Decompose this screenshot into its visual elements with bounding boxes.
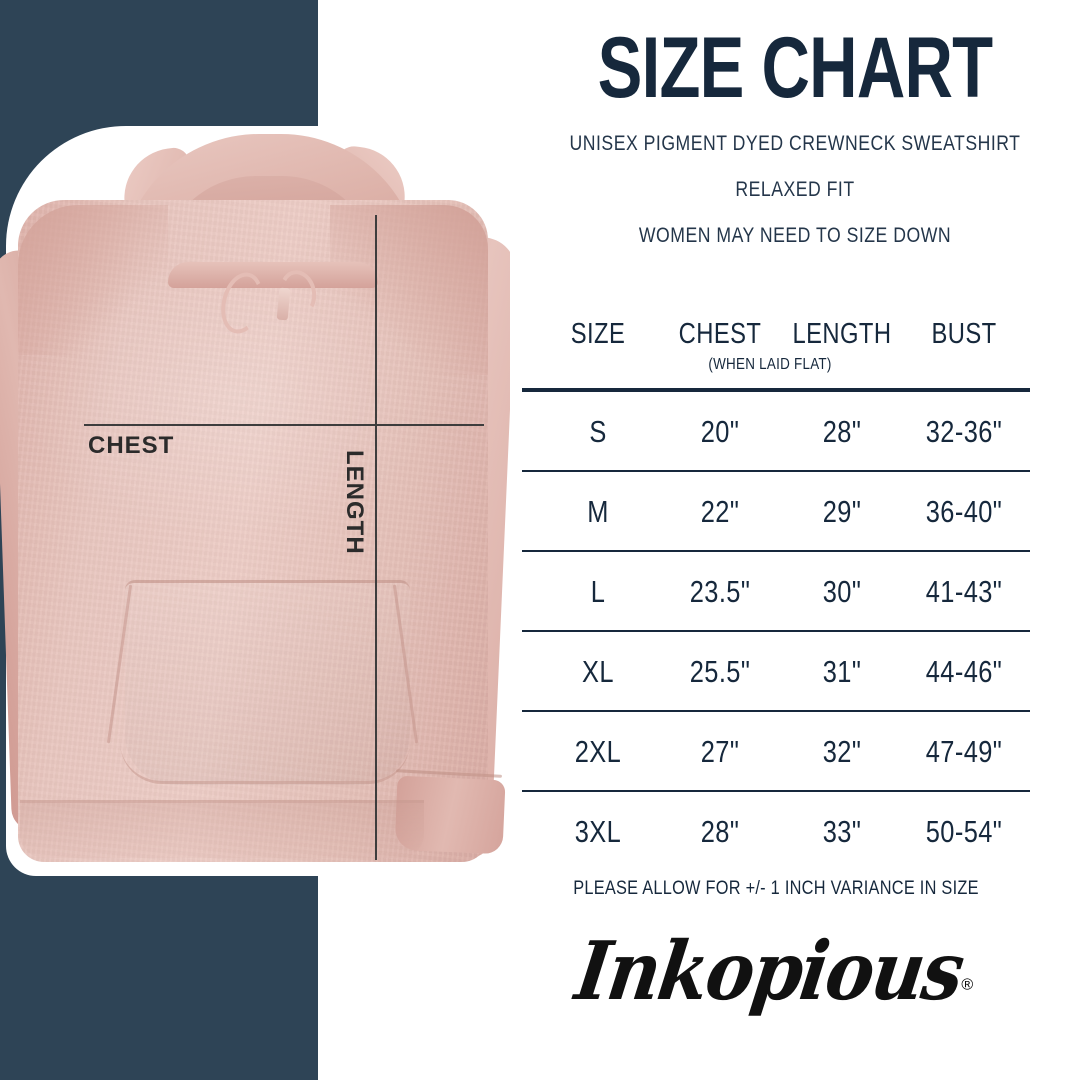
cell-bust: 36-40" xyxy=(925,494,1003,529)
table-row: S 20" 28" 32-36" xyxy=(522,392,1030,472)
length-measure-label: LENGTH xyxy=(341,450,368,555)
subtitle-sizing-advice: WOMEN MAY NEED TO SIZE DOWN xyxy=(638,223,952,247)
cell-size: 3XL xyxy=(574,814,622,849)
table-header-row: SIZE CHEST LENGTH BUST (WHEN LAID FLAT) xyxy=(522,318,1030,388)
table-row: L 23.5" 30" 41-43" xyxy=(522,552,1030,632)
column-header-bust: BUST xyxy=(931,318,997,350)
column-header-length: LENGTH xyxy=(792,318,892,350)
chest-measure-line xyxy=(84,424,484,426)
column-header-chest: CHEST xyxy=(678,318,762,350)
cell-size: S xyxy=(589,414,607,449)
shoulder-right-shading xyxy=(330,205,488,375)
size-table: SIZE CHEST LENGTH BUST (WHEN LAID FLAT) … xyxy=(522,318,1030,872)
cell-chest: 28" xyxy=(700,814,740,849)
cell-length: 29" xyxy=(822,494,862,529)
cell-bust: 41-43" xyxy=(925,574,1003,609)
subtitle-product: UNISEX PIGMENT DYED CREWNECK SWEATSHIRT xyxy=(569,131,1021,155)
garment-hem xyxy=(20,800,424,858)
cell-chest: 27" xyxy=(700,734,740,769)
cell-bust: 44-46" xyxy=(925,654,1003,689)
page-title: SIZE CHART xyxy=(597,20,993,116)
size-chart-panel: SIZE CHART UNISEX PIGMENT DYED CREWNECK … xyxy=(510,0,1080,1080)
cell-length: 32" xyxy=(822,734,862,769)
cell-bust: 32-36" xyxy=(925,414,1003,449)
cell-chest: 25.5" xyxy=(689,654,751,689)
table-row: 3XL 28" 33" 50-54" xyxy=(522,792,1030,872)
garment-photo: CHEST LENGTH xyxy=(0,0,510,1080)
cell-length: 28" xyxy=(822,414,862,449)
cell-size: L xyxy=(590,574,606,609)
chest-measure-label: CHEST xyxy=(88,432,175,459)
cell-bust: 50-54" xyxy=(925,814,1003,849)
cell-length: 30" xyxy=(822,574,862,609)
brand-logo: Inkopious® xyxy=(550,923,1000,1038)
subtitle-fit: RELAXED FIT xyxy=(735,177,855,201)
cell-chest: 22" xyxy=(700,494,740,529)
variance-note: PLEASE ALLOW FOR +/- 1 INCH VARIANCE IN … xyxy=(573,878,979,899)
brand-logo-text: Inkopious xyxy=(570,922,969,1019)
shoulder-left-shading xyxy=(18,205,168,355)
neck-band xyxy=(168,262,378,288)
column-header-size: SIZE xyxy=(570,318,626,350)
length-measure-line xyxy=(375,215,377,860)
table-top-rule xyxy=(522,388,1030,392)
table-row: XL 25.5" 31" 44-46" xyxy=(522,632,1030,712)
cell-chest: 20" xyxy=(700,414,740,449)
table-row: 2XL 27" 32" 47-49" xyxy=(522,712,1030,792)
cell-length: 31" xyxy=(822,654,862,689)
registered-trademark-icon: ® xyxy=(961,976,974,994)
cell-chest: 23.5" xyxy=(689,574,751,609)
pocket-bottom-seam xyxy=(120,742,410,784)
table-row: M 22" 29" 36-40" xyxy=(522,472,1030,552)
cell-size: M xyxy=(587,494,609,529)
cell-length: 33" xyxy=(822,814,862,849)
cell-bust: 47-49" xyxy=(925,734,1003,769)
cell-size: XL xyxy=(582,654,614,689)
cell-size: 2XL xyxy=(574,734,622,769)
column-header-note: (WHEN LAID FLAT) xyxy=(708,356,832,373)
